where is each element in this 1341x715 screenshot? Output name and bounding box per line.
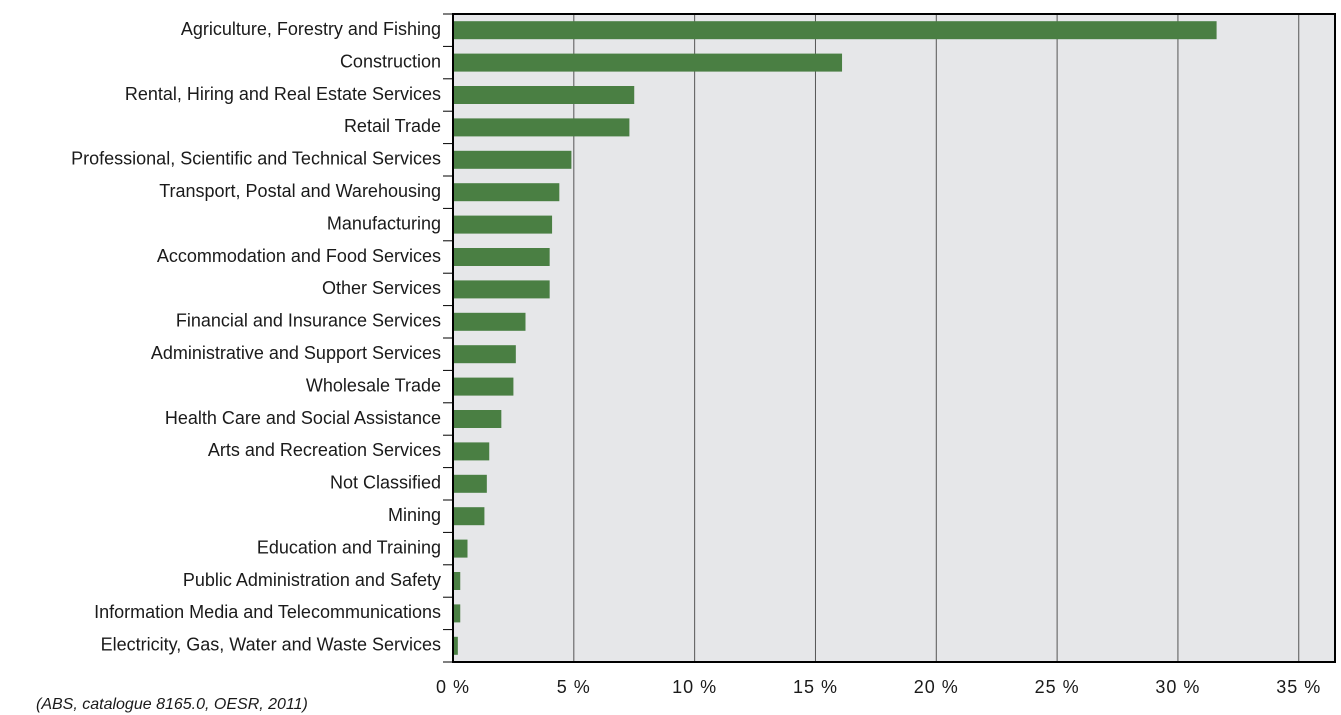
category-label-12: Health Care and Social Assistance (165, 408, 441, 428)
category-ticks (443, 13, 453, 663)
bar-0 (454, 21, 1217, 40)
category-label-15: Mining (388, 505, 441, 525)
category-label-17: Public Administration and Safety (183, 570, 441, 590)
bar-17 (454, 572, 461, 590)
category-label-1: Construction (340, 51, 441, 71)
x-tick-labels: 0 % 5 % 10 % 15 % 20 % 25 % 30 % 35 % (436, 677, 1321, 697)
x-tick-label-0: 0 % (436, 677, 470, 697)
bar-9 (454, 312, 526, 331)
x-tick-label-1: 5 % (557, 677, 591, 697)
x-tick-label-5: 25 % (1035, 677, 1080, 697)
bar-7 (454, 248, 550, 266)
category-label-9: Financial and Insurance Services (176, 311, 441, 331)
bar-14 (454, 474, 487, 493)
bar-2 (454, 86, 635, 104)
bar-16 (454, 539, 468, 558)
x-tick-label-4: 20 % (914, 677, 959, 697)
category-label-14: Not Classified (330, 473, 441, 493)
x-tick-label-3: 15 % (793, 677, 838, 697)
bar-10 (454, 345, 516, 364)
category-label-7: Accommodation and Food Services (157, 246, 441, 266)
bar-4 (454, 150, 572, 169)
bar-13 (454, 442, 490, 461)
bar-19 (454, 636, 458, 655)
category-label-18: Information Media and Telecommunications (94, 602, 441, 622)
bar-5 (454, 183, 560, 202)
bar-8 (454, 280, 550, 299)
category-label-11: Wholesale Trade (306, 375, 441, 395)
bar-3 (454, 118, 630, 137)
plot-frame (452, 13, 1336, 663)
category-label-4: Professional, Scientific and Technical S… (71, 149, 441, 169)
x-tick-label-7: 35 % (1276, 677, 1321, 697)
category-label-3: Retail Trade (344, 116, 441, 136)
gridlines (573, 14, 1300, 662)
bar-11 (454, 377, 514, 396)
category-label-6: Manufacturing (327, 213, 441, 233)
category-label-2: Rental, Hiring and Real Estate Services (125, 84, 441, 104)
category-label-19: Electricity, Gas, Water and Waste Servic… (101, 635, 441, 655)
source-note: (ABS, catalogue 8165.0, OESR, 2011) (36, 696, 308, 713)
bar-18 (454, 604, 461, 623)
bar-1 (454, 53, 843, 72)
category-label-0: Agriculture, Forestry and Fishing (181, 19, 441, 39)
x-tick-label-2: 10 % (672, 677, 717, 697)
bars (454, 21, 1217, 655)
category-label-5: Transport, Postal and Warehousing (159, 181, 441, 201)
category-label-10: Administrative and Support Services (151, 343, 441, 363)
category-label-8: Other Services (322, 278, 441, 298)
x-tick-label-6: 30 % (1155, 677, 1200, 697)
category-label-13: Arts and Recreation Services (208, 440, 441, 460)
category-labels: Agriculture, Forestry and Fishing Constru… (71, 19, 441, 655)
bar-15 (454, 507, 485, 526)
bar-6 (454, 215, 553, 234)
plot-area (453, 14, 1335, 662)
bar-12 (454, 410, 502, 428)
category-label-16: Education and Training (257, 537, 441, 557)
